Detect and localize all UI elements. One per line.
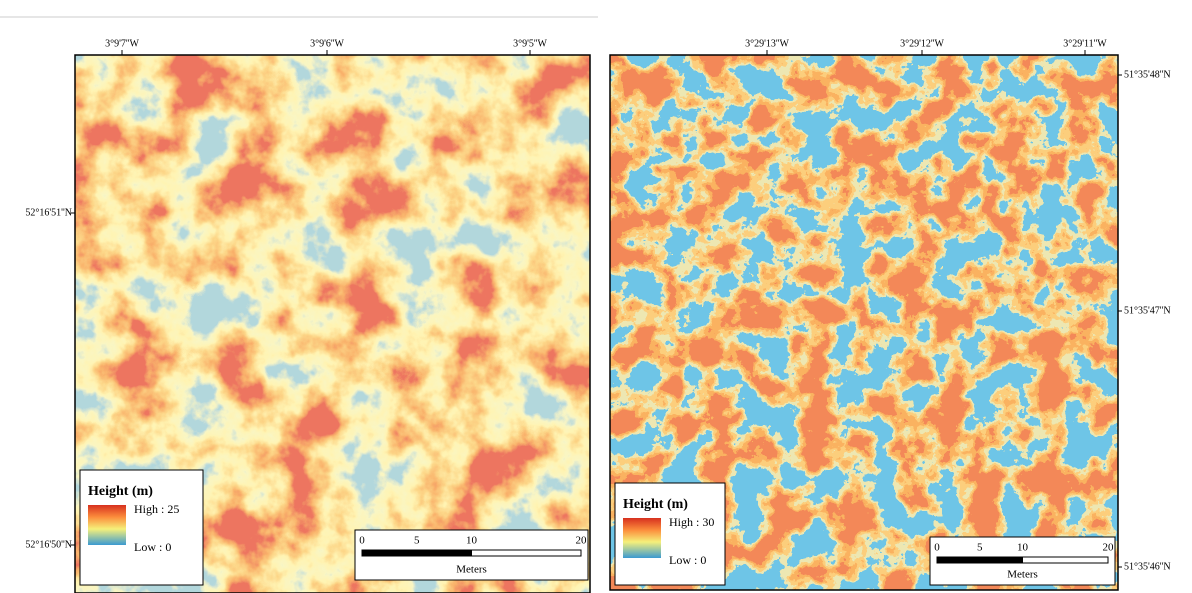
scale-segment <box>1023 557 1109 563</box>
scale-tick-label: 5 <box>977 542 983 554</box>
scale-unit: Meters <box>1007 569 1038 581</box>
figure: 3°9'7''W 3°9'6''W 3°9'5''W 52°16'51''N 52°16… <box>0 0 1192 593</box>
scale-tick-label: 10 <box>1017 542 1029 554</box>
lon-label: 3°9'5''W <box>513 38 547 49</box>
scale-segment <box>937 557 980 563</box>
scale-segment <box>417 550 472 556</box>
legend-high: High : 30 <box>669 515 714 529</box>
scale-tick-label: 0 <box>934 542 940 554</box>
lat-label: 51°35'47''N <box>1124 305 1171 316</box>
lat-label: 51°35'46''N <box>1124 561 1171 572</box>
lat-label: 51°35'48''N <box>1124 69 1171 80</box>
lon-label: 3°29'11''W <box>1063 38 1107 49</box>
lon-label: 3°29'12''W <box>900 38 944 49</box>
lon-label: 3°9'6''W <box>310 38 344 49</box>
scale-tick-label: 10 <box>466 535 478 547</box>
legend-low: Low : 0 <box>134 540 171 554</box>
lon-label: 3°29'13''W <box>745 38 789 49</box>
legend-title: Height (m) <box>623 497 688 512</box>
legend-title: Height (m) <box>88 484 153 499</box>
scale-tick-label: 0 <box>359 535 365 547</box>
scale-tick-label: 5 <box>414 535 420 547</box>
scale-segment <box>362 550 417 556</box>
lat-label: 52°16'51''N <box>25 207 72 218</box>
scale-unit: Meters <box>456 564 487 576</box>
scale-segment <box>472 550 582 556</box>
lat-label: 52°16'50''N <box>25 539 72 550</box>
legend-high: High : 25 <box>134 502 179 516</box>
legend-ramp <box>88 505 126 545</box>
scale-segment <box>980 557 1023 563</box>
lon-label: 3°9'7''W <box>105 38 139 49</box>
scale-tick-label: 20 <box>576 535 588 547</box>
legend-low: Low : 0 <box>669 553 706 567</box>
legend-ramp <box>623 518 661 558</box>
scale-tick-label: 20 <box>1103 542 1115 554</box>
